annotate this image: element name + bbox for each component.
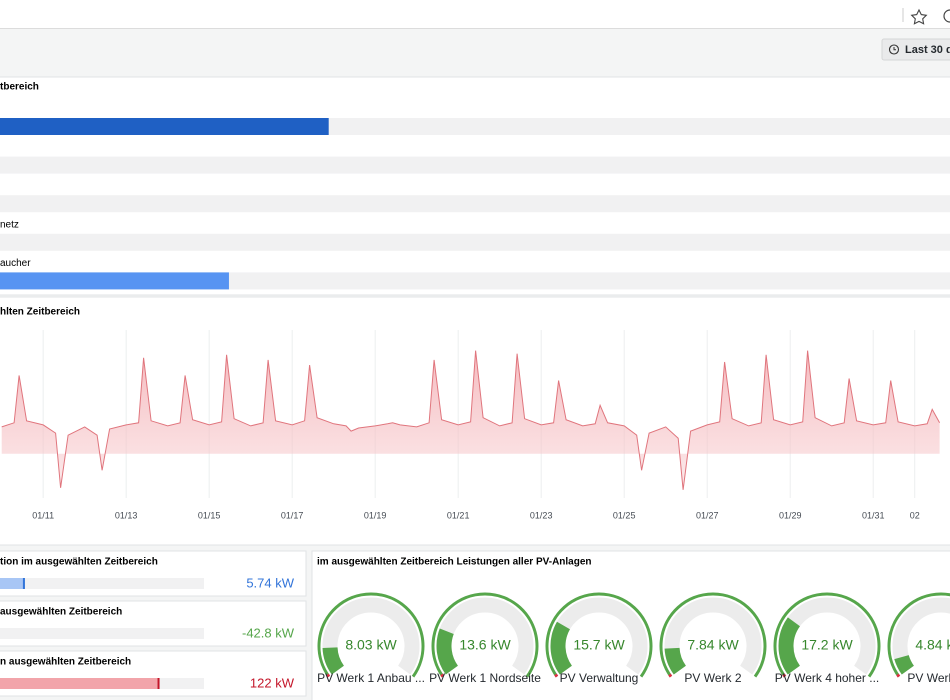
bar-label: netz	[0, 219, 19, 230]
gauge-threshold-low	[554, 673, 559, 678]
x-tick-label: 01/29	[779, 510, 802, 520]
bar-track	[0, 233, 950, 251]
x-tick-label: 01/11	[32, 510, 54, 520]
bar	[0, 678, 160, 689]
x-tick-label: 01/17	[281, 510, 304, 520]
panel-title: ausgewählten Zeitbereich	[0, 607, 122, 618]
x-tick-label: 02	[910, 510, 920, 520]
bar	[0, 118, 329, 135]
bar-label: aucher	[0, 258, 31, 269]
gauge-name: PV Werk 4 n	[907, 671, 950, 685]
gauge-name: PV Werk 2	[684, 671, 741, 685]
panel-title: n ausgewählten Zeitbereich	[0, 657, 131, 668]
bar-track	[0, 578, 204, 589]
gauge-track	[892, 597, 950, 675]
bar	[0, 578, 25, 589]
gauge-value: 4.84 kW	[915, 637, 950, 653]
panel-title: tbereich	[0, 82, 39, 93]
clock-icon	[888, 44, 900, 55]
gauge-threshold-low	[440, 673, 445, 678]
stat-value: 5.74 kW	[246, 575, 294, 590]
bar-track	[0, 628, 204, 639]
line	[1, 350, 941, 490]
extension-icon[interactable]	[943, 9, 950, 23]
bar-edge	[22, 578, 25, 589]
gauge-threshold	[317, 592, 425, 678]
gauge-threshold	[659, 592, 767, 678]
x-tick-label: 01/19	[364, 510, 387, 520]
panel-title: hlten Zeitbereich	[0, 307, 80, 318]
bar-track	[0, 272, 950, 290]
gauge-track	[664, 597, 762, 675]
area	[1, 350, 940, 490]
bar-track	[0, 195, 950, 213]
gauge-name: PV Werk 1 Anbau ...	[317, 671, 425, 685]
gauge-threshold-low	[668, 673, 673, 678]
clock-hand	[893, 47, 896, 51]
gauge-threshold-low	[782, 673, 787, 678]
gauge-value: 13.6 kW	[459, 637, 511, 653]
gauge-name: PV Werk 1 Nordseite	[429, 671, 541, 685]
bar-track	[0, 156, 950, 174]
x-tick-label: 01/25	[613, 510, 636, 520]
gauge-threshold-low	[896, 673, 901, 678]
header	[0, 29, 950, 76]
gauge-fill	[894, 654, 915, 675]
panel-title: im ausgewählten Zeitbereich Leistungen a…	[317, 557, 592, 568]
gauge-track	[322, 597, 420, 675]
gauge-value: 15.7 kW	[573, 637, 625, 653]
gauge-threshold	[887, 592, 950, 678]
gauge-value: 8.03 kW	[345, 637, 397, 653]
bar-edge	[157, 678, 160, 689]
x-tick-label: 01/13	[115, 510, 138, 520]
bookmark-icon[interactable]	[910, 8, 928, 25]
gauge-name: PV Werk 4 hoher ...	[775, 671, 880, 685]
gauge-value: 17.2 kW	[801, 637, 853, 653]
gauge-fill	[550, 621, 573, 675]
bar	[0, 272, 229, 290]
x-tick-label: 01/23	[530, 510, 553, 520]
gauge-value: 7.84 kW	[687, 637, 739, 653]
x-tick-label: 01/21	[447, 510, 470, 520]
gauge-threshold	[545, 592, 653, 678]
gauge-fill	[436, 628, 459, 675]
browser-bar	[0, 0, 950, 28]
bar-panel	[0, 76, 950, 296]
x-tick-label: 01/15	[198, 510, 221, 520]
stat-value: -42.8 kW	[242, 625, 295, 640]
gauge-fill	[778, 617, 801, 675]
time-range[interactable]: Last 30 da	[905, 44, 950, 56]
time-picker[interactable]	[881, 38, 950, 61]
gauge-threshold-low	[326, 673, 331, 678]
x-tick-label: 01/27	[696, 510, 719, 520]
panel-title: tion im ausgewählten Zeitbereich	[0, 557, 158, 568]
stat-value: 122 kW	[250, 675, 295, 690]
gauge-fill	[664, 647, 687, 675]
x-tick-label: 01/31	[862, 510, 885, 520]
gauge-fill	[322, 646, 345, 675]
gauge-threshold	[431, 592, 539, 678]
gauge-threshold	[773, 592, 881, 678]
gauge-name: PV Verwaltung	[560, 671, 639, 685]
